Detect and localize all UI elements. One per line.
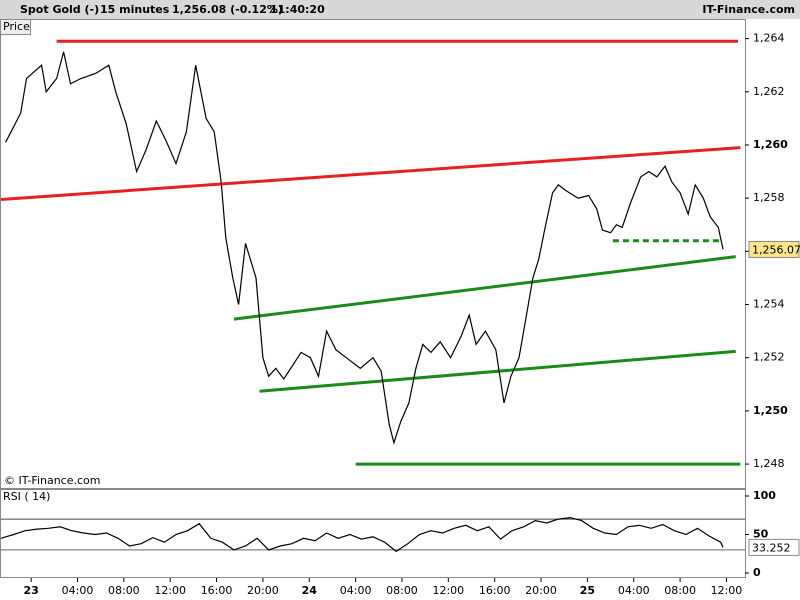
x-tick-label: 25 [580,584,595,597]
last-value-box [748,240,800,258]
copyright: © IT-Finance.com [4,474,101,487]
price-frame [0,19,746,489]
y-tick-label: 1,262 [753,85,785,98]
last-value-label: 33.252 [752,541,791,554]
y-tick-label: 100 [753,489,776,502]
x-tick-label: 16:00 [479,584,511,597]
x-tick-label: 16:00 [201,584,233,597]
x-tick-label: 12:00 [432,584,464,597]
x-tick-label: 08:00 [386,584,418,597]
interval: 15 minutes [100,3,170,16]
header-bar [0,0,800,19]
time: 11:40:20 [270,3,325,16]
y-tick-label: 0 [753,566,761,579]
y-tick-label: 1,264 [753,32,785,45]
x-tick-label: 08:00 [664,584,696,597]
x-tick-label: 12:00 [154,584,186,597]
site: IT-Finance.com [702,3,795,16]
last-value-label: 1,256.07 [752,243,800,256]
x-tick-label: 24 [302,584,318,597]
price-label-box [0,19,31,35]
rsi-title: RSI ( 14) [3,490,50,503]
x-tick-label: 04:00 [340,584,372,597]
instrument: Spot Gold (-) [20,3,99,16]
x-tick-label: 04:00 [618,584,650,597]
trend-line [259,349,736,393]
y-tick-label: 1,254 [753,298,785,311]
x-tick-label: 20:00 [525,584,557,597]
y-tick-label: 1,248 [753,457,785,470]
y-tick-label: 1,250 [753,404,788,417]
y-tick-label: 1,252 [753,351,785,364]
trend-line [233,255,736,321]
last-value-box [748,538,800,556]
x-tick-label: 04:00 [62,584,94,597]
y-tick-label: 50 [753,528,769,541]
price-title: Price [3,20,30,33]
x-tick-label: 08:00 [108,584,140,597]
x-tick-label: 23 [23,584,38,597]
price-line [5,51,724,445]
price-line [0,516,724,553]
y-tick-label: 1,258 [753,191,785,204]
x-tick-label: 20:00 [247,584,279,597]
rsi-frame [0,489,746,578]
trend-line [0,146,741,201]
y-tick-label: 1,260 [753,138,788,151]
quote: 1,256.08 (-0.12%) [172,3,283,16]
x-tick-label: 12:00 [711,584,743,597]
